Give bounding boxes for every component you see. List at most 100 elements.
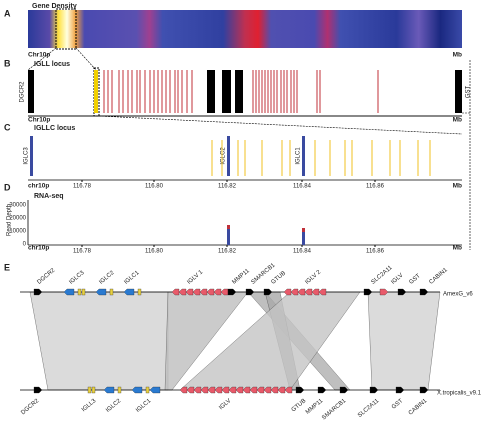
gene-arrow: [263, 288, 273, 296]
block: [207, 70, 215, 113]
gene-arrow: [131, 386, 143, 394]
axis-unit: Mb: [453, 183, 462, 190]
gene-label: SMARCB1: [321, 398, 348, 421]
tick-label: 116.78: [73, 249, 92, 255]
gene-box: [87, 386, 92, 394]
y-tick-label: 30000: [9, 203, 26, 209]
gene-label: IGLV: [218, 398, 232, 411]
density-heatmap: [28, 10, 462, 48]
peak: [227, 225, 230, 229]
gene-label: IGLC1: [123, 270, 141, 286]
y-tick-label: 10000: [9, 229, 26, 235]
gene-label: IGLV 1: [186, 269, 204, 286]
gene-bar: [227, 136, 230, 176]
gene-label: IGLL3: [81, 398, 98, 414]
gene-arrow: [339, 386, 349, 394]
gene-arrow: [295, 386, 305, 394]
gene-arrow: [379, 288, 389, 296]
axis-label: Chr10p: [28, 117, 50, 124]
guide: [98, 115, 463, 135]
peak: [302, 228, 305, 245]
axis-unit: Mb: [453, 52, 462, 59]
zoom-box: [55, 8, 77, 50]
gene-label: CABIN1: [428, 267, 449, 286]
panel-title: Gene Density: [32, 3, 77, 10]
gene-arrow: [95, 288, 107, 296]
gene-label: IGLC1: [135, 398, 153, 414]
gene-arrow: [63, 288, 75, 296]
gene-arrow: [33, 386, 43, 394]
gene-arrow: [284, 386, 293, 394]
gene-box: [109, 288, 114, 296]
gene-arrow: [179, 386, 188, 394]
gene-arrow: [103, 386, 115, 394]
gene-label: GTUB: [270, 270, 287, 285]
track-name: AmexG_v6: [443, 292, 473, 298]
y-tick-label: 20000: [9, 216, 26, 222]
gene-arrow: [369, 386, 379, 394]
gene-arrow: [419, 386, 429, 394]
axis-label: chr10p: [28, 183, 49, 190]
gene-arrow: [363, 288, 373, 296]
synteny: [29, 291, 169, 391]
gene-label: MMP11: [231, 268, 251, 286]
tick-label: 116.84: [293, 249, 312, 255]
gene-label: DGCR2: [20, 398, 40, 417]
gene-arrow: [397, 288, 407, 296]
gene-label: MMP11: [305, 398, 325, 416]
gene-label: IGLC2: [105, 398, 123, 414]
block: [222, 70, 231, 113]
block: [235, 70, 243, 113]
y-tick-label: 0: [23, 242, 27, 248]
peak: [227, 225, 230, 245]
panel-title: RNA-seq: [34, 193, 64, 200]
gene-box: [137, 288, 142, 296]
gene-label: GST: [466, 86, 472, 99]
guide: [75, 47, 97, 71]
gene-bar: [302, 136, 305, 176]
panel-letter: C: [4, 122, 11, 132]
y-axis-label: Read Depth: [7, 204, 13, 236]
gene-box: [145, 386, 150, 394]
gene-arrow: [318, 288, 327, 296]
gene-label: GST: [408, 273, 422, 286]
gene-box: [77, 288, 82, 296]
gene-label: IGLC1: [296, 147, 302, 165]
axis-unit: Mb: [453, 117, 462, 124]
tick-label: 116.84: [293, 184, 312, 190]
gene-box: [81, 288, 86, 296]
gene-label: IGLC2: [221, 147, 227, 165]
tick-label: 116.80: [145, 184, 164, 190]
panel-letter: D: [4, 182, 11, 192]
panel-title: IGLL locus: [34, 61, 70, 68]
block: [94, 70, 98, 113]
gene-arrow: [283, 288, 292, 296]
axis-label: Chr10p: [28, 52, 50, 59]
tick-label: 116.82: [218, 249, 237, 255]
tick-label: 116.80: [145, 249, 164, 255]
gene-arrow: [149, 386, 161, 394]
gene-box: [117, 386, 122, 394]
gene-label: CABIN1: [408, 398, 429, 417]
tick-label: 116.78: [73, 184, 92, 190]
panel-letter: E: [4, 262, 10, 272]
gene-label: DGCR2: [20, 81, 26, 103]
gene-arrow: [395, 386, 405, 394]
synteny: [367, 291, 441, 391]
track-name: X.tropicalis_v9.1: [437, 391, 482, 397]
gene-label: IGLC3: [24, 147, 30, 165]
block: [455, 70, 462, 113]
gene-label: IGLV: [390, 273, 404, 286]
peak: [302, 228, 305, 232]
panel-title: IGLLC locus: [34, 125, 75, 132]
gene-arrow: [317, 386, 327, 394]
axis-label: chr10p: [28, 245, 49, 252]
panel-letter: B: [4, 58, 11, 68]
gene-bar: [30, 136, 33, 176]
gene-label: GST: [391, 398, 405, 411]
tick-label: 116.86: [366, 249, 385, 255]
gene-arrow: [245, 288, 255, 296]
gene-label: SLC2A11: [357, 398, 381, 419]
gene-box: [91, 386, 96, 394]
